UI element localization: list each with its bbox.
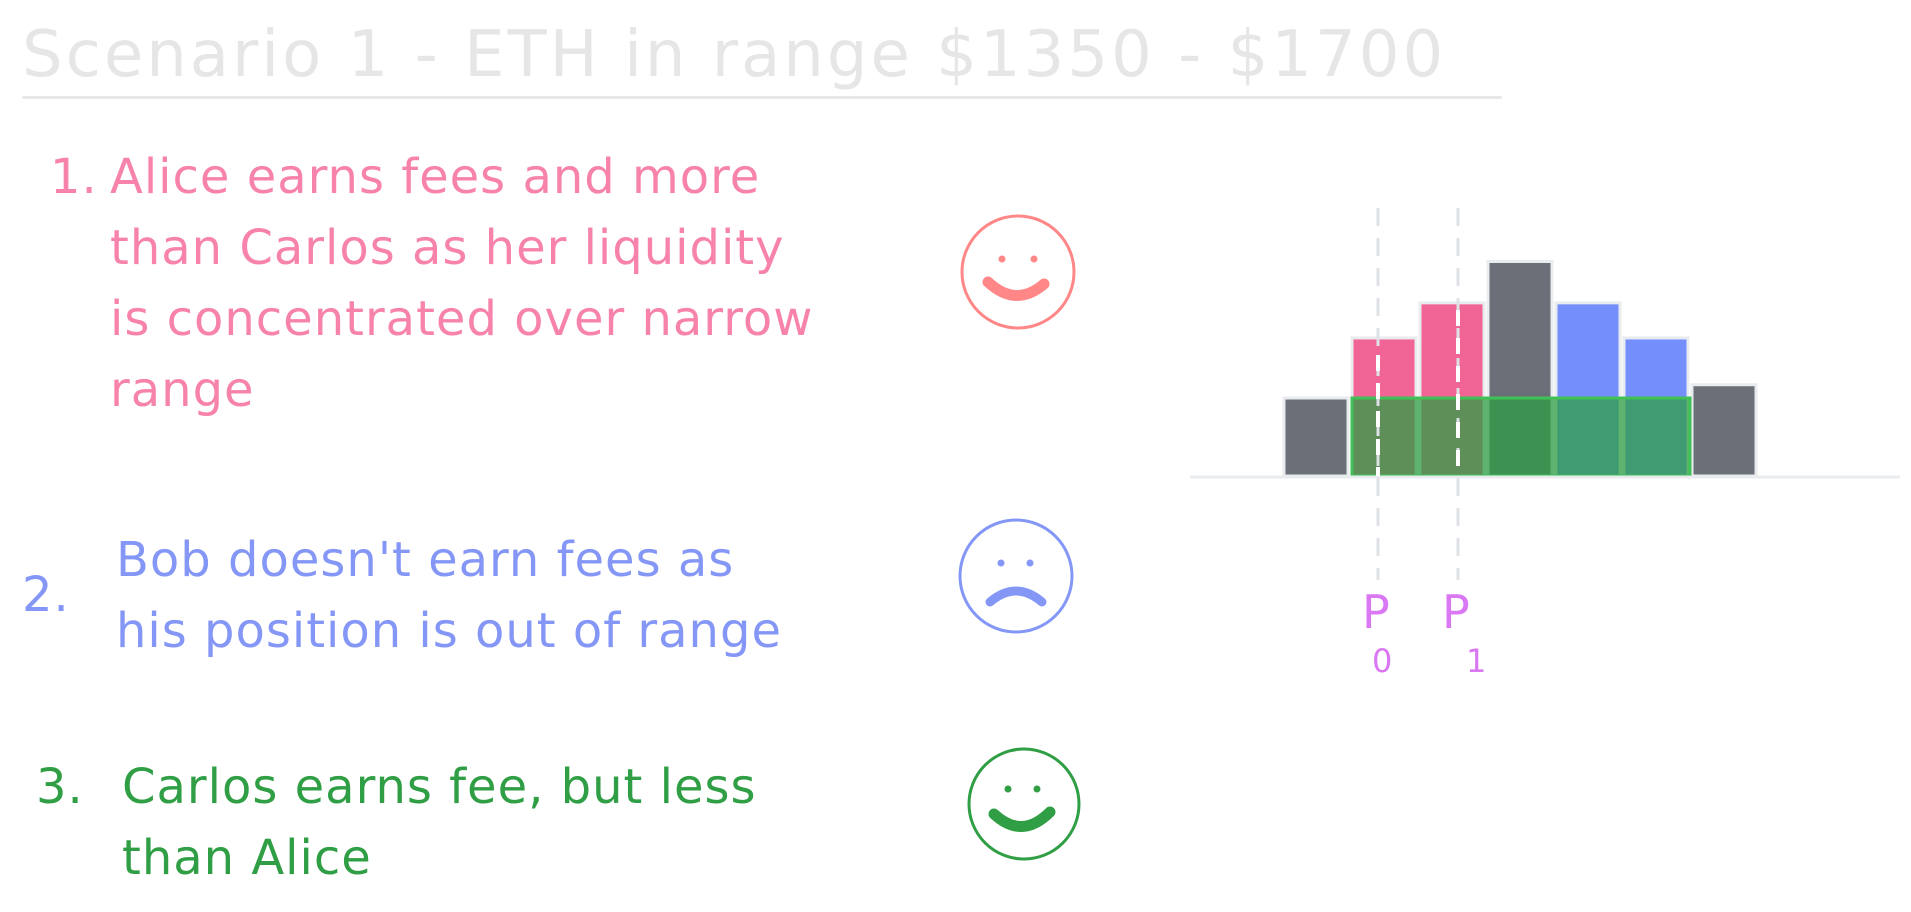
- item-number: 3.: [36, 759, 84, 815]
- liquidity-bar-top-5: [1622, 336, 1690, 400]
- liquidity-bar-top-3: [1486, 260, 1554, 400]
- item-number: 1.: [50, 149, 98, 205]
- list-item-alice: 1. Alice earns fees and more than Carlos…: [50, 142, 910, 432]
- page-title: Scenario 1 - ETH in range $1350 - $1700: [22, 18, 1447, 92]
- item-line: his position is out of range: [116, 603, 782, 659]
- item-line: Alice earns fees and more: [110, 149, 761, 205]
- price-label-p0-sub: 0: [1372, 642, 1392, 680]
- item-number: 2.: [22, 567, 70, 623]
- liquidity-diagram: P 0 P 1: [1190, 208, 1900, 680]
- item-line: Carlos earns fee, but less: [122, 759, 757, 815]
- happy-face-icon: [960, 214, 1076, 330]
- liquidity-bar-6: [1690, 383, 1758, 478]
- liquidity-bar-top-4: [1554, 301, 1622, 400]
- sad-face-icon: [958, 518, 1074, 634]
- liquidity-bar-0: [1282, 396, 1350, 478]
- carlos-liquidity-overlay: [1350, 396, 1692, 478]
- item-line: Bob doesn't earn fees as: [116, 532, 735, 588]
- list-item-bob: 2. Bob doesn't earn fees as his position…: [22, 525, 902, 675]
- price-label-p1-sub: 1: [1466, 642, 1486, 680]
- title-underline: [22, 96, 1502, 99]
- price-label-p1: P: [1442, 585, 1470, 639]
- item-line: is concentrated over narrow: [110, 291, 814, 347]
- price-label-p0: P: [1362, 585, 1390, 639]
- liquidity-bar-top-1: [1350, 336, 1418, 400]
- list-item-carlos: 3. Carlos earns fee, but less than Alice: [36, 752, 896, 902]
- item-line: than Carlos as her liquidity: [110, 220, 785, 276]
- happy-face-icon: [967, 747, 1081, 861]
- item-line: range: [110, 362, 255, 418]
- liquidity-bar-top-2: [1418, 301, 1486, 400]
- item-line: than Alice: [122, 830, 372, 886]
